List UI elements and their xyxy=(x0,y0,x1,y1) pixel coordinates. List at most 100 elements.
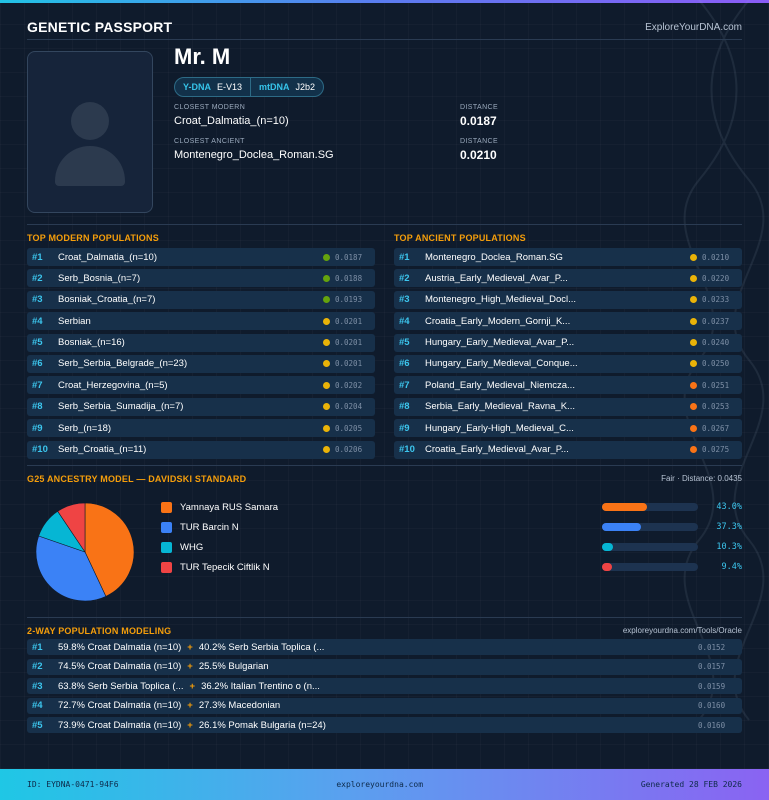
site-link[interactable]: ExploreYourDNA.com xyxy=(645,21,742,33)
population-name: Poland_Early_Medieval_Niemcza... xyxy=(425,379,575,391)
population-row[interactable]: #7 Poland_Early_Medieval_Niemcza... 0.0251 xyxy=(394,376,742,395)
distance-indicator-icon xyxy=(690,424,697,432)
population-name: Serb_(n=18) xyxy=(58,422,112,434)
ancient-population-list: #1 Montenegro_Doclea_Roman.SG 0.0210 #2 Aust… xyxy=(394,248,742,462)
population-name: Montenegro_High_Medieval_Docl... xyxy=(425,294,577,306)
distance-indicator-icon xyxy=(323,424,330,432)
distance-value: 0.0202 xyxy=(335,380,363,390)
population-name: Serb_Serbia_Belgrade_(n=23) xyxy=(58,358,188,370)
population-row[interactable]: #9 Hungary_Early-High_Medieval_C... 0.0267 xyxy=(394,419,742,438)
modern-distance-label: DISTANCE xyxy=(460,104,499,111)
ancestry-divider xyxy=(27,617,742,618)
row-rank: #5 xyxy=(32,337,43,349)
legend-label: TUR Barcin N xyxy=(180,521,239,533)
bar-track xyxy=(602,523,698,531)
distance-indicator-icon xyxy=(323,274,330,282)
pie-slice xyxy=(84,502,135,597)
distance-value: 0.0188 xyxy=(335,273,363,283)
ancestry-legend: Yamnaya RUS Samara TUR Barcin N WHG TUR Tep… xyxy=(161,497,278,577)
row-rank: #5 xyxy=(32,719,43,731)
row-rank: #10 xyxy=(399,444,415,456)
population-name: Serb_Serbia_Sumadija_(n=7) xyxy=(58,401,184,413)
twoway-row[interactable]: #3 63.8% Serb Serbia Toplica (... +36.2% I… xyxy=(27,678,742,695)
legend-swatch xyxy=(161,501,172,513)
legend-swatch xyxy=(161,561,172,573)
ancestry-section-title: G25 ANCESTRY MODEL — DAVIDSKI STANDARD xyxy=(27,474,247,484)
twoway-section-title: 2-WAY POPULATION MODELING xyxy=(27,626,172,636)
bar-track xyxy=(602,563,698,571)
plus-icon: + xyxy=(189,680,196,692)
closest-ancient-label: CLOSEST ANCIENT xyxy=(174,138,245,145)
row-rank: #2 xyxy=(32,661,43,673)
twoway-row[interactable]: #2 74.5% Croat Dalmatia (n=10) +25.5% Bulg… xyxy=(27,658,742,675)
population-row[interactable]: #8 Serbia_Early_Medieval_Ravna_K... 0.0253 xyxy=(394,397,742,416)
population-row[interactable]: #10 Serb_Croatia_(n=11) 0.0206 xyxy=(27,440,375,459)
row-rank: #10 xyxy=(32,444,48,456)
bar-track xyxy=(602,543,698,551)
distance-indicator-icon xyxy=(323,253,330,261)
population-row[interactable]: #5 Hungary_Early_Medieval_Avar_P... 0.0240 xyxy=(394,333,742,352)
distance-value: 0.0193 xyxy=(335,295,363,305)
twoway-row[interactable]: #4 72.7% Croat Dalmatia (n=10) +27.3% Mace… xyxy=(27,697,742,714)
twoway-row[interactable]: #5 73.9% Croat Dalmatia (n=10) +26.1% Poma… xyxy=(27,717,742,734)
row-rank: #1 xyxy=(32,251,43,263)
distance-value: 0.0210 xyxy=(702,252,730,262)
mtdna-badge: mtDNA J2b2 xyxy=(251,77,325,97)
distance-indicator-icon xyxy=(690,317,697,325)
distance-value: 0.0152 xyxy=(698,642,726,652)
legend-item: Yamnaya RUS Samara xyxy=(161,497,278,517)
population-name: Bosniak_(n=16) xyxy=(58,337,125,349)
population-name: Montenegro_Doclea_Roman.SG xyxy=(425,251,563,263)
population-row[interactable]: #2 Serb_Bosnia_(n=7) 0.0188 xyxy=(27,269,375,288)
population-row[interactable]: #8 Serb_Serbia_Sumadija_(n=7) 0.0204 xyxy=(27,397,375,416)
footer-site-link[interactable]: exploreyourdna.com xyxy=(336,780,424,789)
footer: ID: EYDNA-0471-94F6 exploreyourdna.com G… xyxy=(0,769,769,800)
population-row[interactable]: #9 Serb_(n=18) 0.0205 xyxy=(27,419,375,438)
population-row[interactable]: #1 Croat_Dalmatia_(n=10) 0.0187 xyxy=(27,248,375,266)
distance-indicator-icon xyxy=(690,381,697,389)
modern-distance-value: 0.0187 xyxy=(460,114,497,128)
population-row[interactable]: #3 Bosniak_Croatia_(n=7) 0.0193 xyxy=(27,290,375,309)
distance-indicator-icon xyxy=(690,360,697,368)
ancestry-bar-row: 10.3% xyxy=(602,537,742,557)
population-row[interactable]: #6 Serb_Serbia_Belgrade_(n=23) 0.0201 xyxy=(27,354,375,373)
twoway-row[interactable]: #1 59.8% Croat Dalmatia (n=10) +40.2% Serb… xyxy=(27,639,742,655)
row-rank: #3 xyxy=(32,294,43,306)
page-title: GENETIC PASSPORT xyxy=(27,19,173,35)
row-rank: #9 xyxy=(32,422,43,434)
population-name: Serb_Croatia_(n=11) xyxy=(58,444,147,456)
population-row[interactable]: #10 Croatia_Early_Medieval_Avar_P... 0.027… xyxy=(394,440,742,459)
distance-value: 0.0187 xyxy=(335,252,363,262)
population-row[interactable]: #5 Bosniak_(n=16) 0.0201 xyxy=(27,333,375,352)
component-a: 73.9% Croat Dalmatia (n=10) xyxy=(58,719,182,731)
population-row[interactable]: #3 Montenegro_High_Medieval_Docl... 0.0233 xyxy=(394,290,742,309)
bar-fill xyxy=(602,543,613,551)
legend-swatch xyxy=(161,541,172,553)
row-rank: #3 xyxy=(32,680,43,692)
population-row[interactable]: #1 Montenegro_Doclea_Roman.SG 0.0210 xyxy=(394,248,742,266)
ancient-distance-label: DISTANCE xyxy=(460,138,499,145)
population-row[interactable]: #6 Hungary_Early_Medieval_Conque... 0.0250 xyxy=(394,354,742,373)
lists-divider xyxy=(27,465,742,466)
distance-indicator-icon xyxy=(690,296,697,304)
population-name: Croat_Dalmatia_(n=10) xyxy=(58,251,158,263)
ydna-badge: Y-DNA E-V13 xyxy=(174,77,252,97)
population-row[interactable]: #7 Croat_Herzegovina_(n=5) 0.0202 xyxy=(27,376,375,395)
distance-value: 0.0251 xyxy=(702,380,730,390)
population-row[interactable]: #4 Serbian 0.0201 xyxy=(27,312,375,331)
component-b: 36.2% Italian Trentino o (n... xyxy=(201,680,320,692)
plus-icon: + xyxy=(187,700,193,712)
oracle-link[interactable]: exploreyourdna.com/Tools/Oracle xyxy=(622,626,742,635)
plus-icon: + xyxy=(187,641,193,653)
distance-indicator-icon xyxy=(323,339,330,347)
pie-slice xyxy=(57,502,86,553)
modern-population-list: #1 Croat_Dalmatia_(n=10) 0.0187 #2 Serb_Bosn… xyxy=(27,248,375,462)
modern-section-title: TOP MODERN POPULATIONS xyxy=(27,233,159,243)
population-row[interactable]: #4 Croatia_Early_Modern_Gornji_K... 0.0237 xyxy=(394,312,742,331)
distance-value: 0.0240 xyxy=(702,338,730,348)
distance-value: 0.0233 xyxy=(702,295,730,305)
population-row[interactable]: #2 Austria_Early_Medieval_Avar_P... 0.0220 xyxy=(394,269,742,288)
ancient-section-title: TOP ANCIENT POPULATIONS xyxy=(394,233,526,243)
bar-fill xyxy=(602,563,612,571)
bar-percent: 9.4% xyxy=(721,562,742,572)
